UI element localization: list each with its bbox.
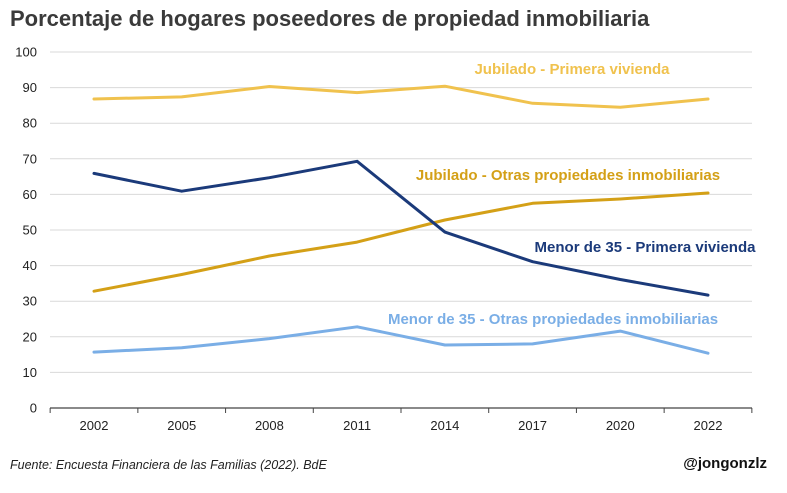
data-point-menor-de-35-otras-propiedades-inmobiliarias-2020 [619,329,622,333]
data-point-menor-de-35-otras-propiedades-inmobiliarias-2011 [355,325,359,329]
data-point-menor-de-35-primera-vivienda-2005 [180,189,183,193]
data-point-jubilado-primera-vivienda-2008 [268,85,271,88]
x-tick-label-2020: 2020 [606,418,635,433]
y-tick-label-10: 10 [23,365,37,380]
x-tick-label-2017: 2017 [518,418,547,433]
data-point-menor-de-35-primera-vivienda-2022 [706,293,710,297]
data-point-jubilado-otras-propiedades-inmobiliarias-2014 [443,218,447,222]
series-layer [92,84,710,355]
data-point-jubilado-otras-propiedades-inmobiliarias-2017 [531,202,534,205]
data-point-jubilado-primera-vivienda-2022 [706,97,710,101]
series-label-jubilado-primera-vivienda: Jubilado - Primera vivienda [474,61,670,78]
data-point-menor-de-35-otras-propiedades-inmobiliarias-2014 [443,343,447,347]
y-tick-label-20: 20 [23,329,37,344]
data-point-menor-de-35-primera-vivienda-2011 [355,160,359,163]
data-point-menor-de-35-otras-propiedades-inmobiliarias-2017 [531,342,534,346]
data-point-jubilado-primera-vivienda-2005 [180,95,183,99]
series-label-jubilado-otras-propiedades-inmobiliarias: Jubilado - Otras propiedades inmobiliari… [416,167,720,184]
data-point-menor-de-35-otras-propiedades-inmobiliarias-2005 [180,346,183,350]
series-label-menor-de-35-primera-vivienda: Menor de 35 - Primera vivienda [535,239,757,256]
data-point-jubilado-otras-propiedades-inmobiliarias-2022 [706,191,710,195]
y-tick-label-50: 50 [23,223,37,238]
data-point-menor-de-35-primera-vivienda-2002 [92,172,96,175]
series-line-jubilado-primera-vivienda [92,84,710,109]
series-line-menor-de-35-otras-propiedades-inmobiliarias [92,325,710,355]
data-point-jubilado-primera-vivienda-2011 [355,91,359,94]
data-point-menor-de-35-primera-vivienda-2020 [619,278,622,281]
data-point-menor-de-35-primera-vivienda-2008 [268,176,271,179]
data-point-jubilado-otras-propiedades-inmobiliarias-2020 [619,197,622,201]
data-point-jubilado-primera-vivienda-2014 [443,84,447,88]
data-point-jubilado-primera-vivienda-2020 [619,105,622,109]
series-labels: Jubilado - Primera vivienda Jubilado - Ot… [388,61,756,328]
y-tick-label-100: 100 [15,45,37,60]
data-point-jubilado-otras-propiedades-inmobiliarias-2002 [92,290,96,293]
series-label-menor-de-35-otras-propiedades-inmobiliarias: Menor de 35 - Otras propiedades inmobili… [388,311,718,328]
data-point-menor-de-35-otras-propiedades-inmobiliarias-2002 [92,350,96,354]
series-line-jubilado-otras-propiedades-inmobiliarias [92,191,710,293]
x-tick-label-2002: 2002 [80,418,109,433]
y-tick-label-70: 70 [23,151,37,166]
data-point-menor-de-35-otras-propiedades-inmobiliarias-2022 [706,351,710,355]
y-tick-label-60: 60 [23,187,37,202]
x-tick-label-2005: 2005 [167,418,196,433]
data-point-jubilado-otras-propiedades-inmobiliarias-2011 [355,240,359,244]
data-point-jubilado-primera-vivienda-2002 [92,97,96,101]
author-handle: @jongonzlz [683,455,767,472]
data-point-jubilado-primera-vivienda-2017 [531,102,534,105]
data-point-jubilado-otras-propiedades-inmobiliarias-2005 [180,273,183,276]
data-point-menor-de-35-primera-vivienda-2014 [443,230,447,234]
series-line-menor-de-35-primera-vivienda [92,159,710,297]
chart-title: Porcentaje de hogares poseedores de prop… [10,6,650,31]
x-tick-label-2008: 2008 [255,418,284,433]
footer-source: Fuente: Encuesta Financiera de las Famil… [10,458,327,472]
y-tick-label-80: 80 [23,116,37,131]
data-point-menor-de-35-primera-vivienda-2017 [531,260,534,263]
x-tick-label-2011: 2011 [343,418,371,433]
x-tick-label-2014: 2014 [430,418,459,433]
y-tick-label-90: 90 [23,80,37,95]
data-point-jubilado-otras-propiedades-inmobiliarias-2008 [268,254,271,258]
y-tick-label-40: 40 [23,258,37,273]
y-tick-label-0: 0 [30,401,37,416]
data-point-menor-de-35-otras-propiedades-inmobiliarias-2008 [268,337,271,340]
y-tick-label-30: 30 [23,294,37,309]
x-tick-label-2022: 2022 [694,418,723,433]
axis-layer: 0 10 20 30 40 50 60 70 80 90 100 2002 2005 2008 2011 20… [15,45,753,433]
